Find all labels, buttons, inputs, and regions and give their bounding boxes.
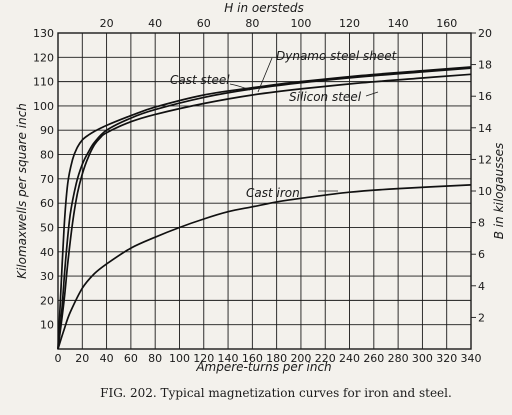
y-axis-title: Kilomaxwells per square inch	[15, 103, 29, 279]
curves	[57, 66, 472, 350]
tick-labels: 0 20 40 60 80 100 120 140 160 180 200 220 240 260 280 3…	[33, 17, 492, 365]
label-dynamo-steel-sheet: Dynamo steel sheet	[276, 49, 398, 63]
y-tick-label: 40	[40, 246, 54, 259]
x2-tick-label: 80	[245, 17, 259, 30]
x-tick-label: 280	[388, 352, 409, 365]
label-silicon-steel: Silicon steel	[289, 90, 362, 104]
label-cast-iron: Cast iron	[246, 186, 300, 200]
y2-tick-label: 10	[478, 185, 492, 198]
y2-tick-label: 14	[478, 122, 492, 135]
y2-tick-label: 4	[478, 280, 485, 293]
x-tick-label: 20	[75, 352, 89, 365]
x2-tick-label: 100	[290, 17, 311, 30]
curve-silicon-steel	[57, 73, 472, 350]
y2-tick-label: 12	[478, 153, 492, 166]
x2-tick-label: 140	[388, 17, 409, 30]
y-tick-label: 100	[33, 100, 54, 113]
y-tick-label: 10	[40, 319, 54, 332]
x-tick-label: 220	[315, 352, 336, 365]
x-tick-label: 340	[461, 352, 482, 365]
y-tick-label: 130	[33, 27, 54, 40]
x-tick-label: 200	[290, 352, 311, 365]
y-tick-label: 50	[40, 221, 54, 234]
y-tick-label: 120	[33, 51, 54, 64]
y2-tick-label: 8	[478, 217, 485, 230]
figure-caption: FIG. 202. Typical magnetization curves f…	[100, 386, 452, 400]
y-tick-label: 30	[40, 270, 54, 283]
cast-steel-leader	[229, 83, 251, 91]
x-tick-label: 40	[100, 352, 114, 365]
x2-tick-label: 60	[197, 17, 211, 30]
y-tick-label: 80	[40, 149, 54, 162]
x-tick-label: 60	[124, 352, 138, 365]
y2-tick-label: 18	[478, 59, 492, 72]
y2-axis-title: B in kilogausses	[492, 143, 506, 239]
x-tick-label: 320	[436, 352, 457, 365]
x-tick-label: 260	[363, 352, 384, 365]
y-tick-label: 70	[40, 173, 54, 186]
dynamo-leader	[257, 57, 273, 93]
x2-tick-label: 160	[436, 17, 457, 30]
curve-cast-iron	[57, 184, 472, 350]
y2-tick-label: 6	[478, 248, 485, 261]
y2-tick-label: 20	[478, 27, 492, 40]
x2-tick-label: 20	[100, 17, 114, 30]
x-tick-label: 180	[266, 352, 287, 365]
y-tick-label: 60	[40, 197, 54, 210]
x-tick-label: 120	[193, 352, 214, 365]
y2-tick-label: 2	[478, 311, 485, 324]
x-tick-label: 80	[148, 352, 162, 365]
x-tick-label: 0	[55, 352, 62, 365]
y-tick-label: 110	[33, 76, 54, 89]
x2-tick-label: 120	[339, 17, 360, 30]
y-tick-label: 90	[40, 124, 54, 137]
x-tick-label: 240	[339, 352, 360, 365]
y2-tick-label: 16	[478, 90, 492, 103]
x-tick-label: 160	[242, 352, 263, 365]
x2-tick-label: 40	[148, 17, 162, 30]
curve-cast-steel	[57, 67, 472, 350]
label-cast-steel: Cast steel	[170, 73, 230, 87]
x-tick-label: 140	[218, 352, 239, 365]
y-tick-label: 20	[40, 294, 54, 307]
x-tick-label: 300	[412, 352, 433, 365]
silicon-leader	[365, 91, 379, 97]
curve-dynamo-steel-sheet	[57, 66, 472, 350]
x2-axis-title: H in oersteds	[224, 1, 303, 15]
x-axis-title: Ampere-turns per inch	[195, 360, 331, 374]
annotations: Cast steel Dynamo steel sheet Silicon st…	[15, 1, 506, 400]
x-tick-label: 100	[169, 352, 190, 365]
